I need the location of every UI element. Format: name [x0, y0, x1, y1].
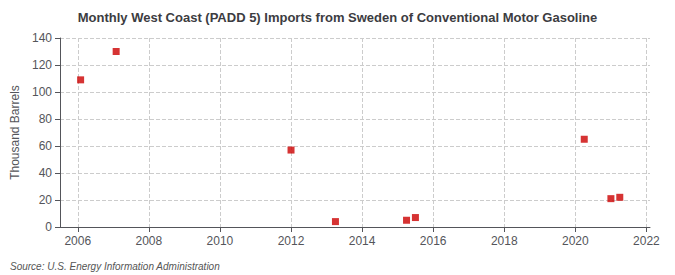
svg-text:2016: 2016: [420, 234, 447, 248]
svg-text:Thousand Barrels: Thousand Barrels: [8, 85, 22, 180]
svg-text:140: 140: [32, 31, 52, 45]
svg-text:2006: 2006: [64, 234, 91, 248]
svg-text:80: 80: [39, 112, 53, 126]
svg-text:2014: 2014: [349, 234, 376, 248]
svg-text:2018: 2018: [491, 234, 518, 248]
svg-text:120: 120: [32, 58, 52, 72]
svg-text:Monthly West Coast (PADD 5) Im: Monthly West Coast (PADD 5) Imports from…: [78, 10, 598, 25]
svg-text:2020: 2020: [562, 234, 589, 248]
svg-text:2008: 2008: [136, 234, 163, 248]
svg-text:40: 40: [39, 166, 53, 180]
svg-text:2022: 2022: [633, 234, 660, 248]
svg-text:20: 20: [39, 193, 53, 207]
svg-text:100: 100: [32, 85, 52, 99]
svg-text:Source: U.S. Energy Informatio: Source: U.S. Energy Information Administ…: [10, 261, 220, 272]
svg-text:0: 0: [45, 220, 52, 234]
svg-text:2012: 2012: [278, 234, 305, 248]
svg-text:2010: 2010: [207, 234, 234, 248]
svg-text:60: 60: [39, 139, 53, 153]
